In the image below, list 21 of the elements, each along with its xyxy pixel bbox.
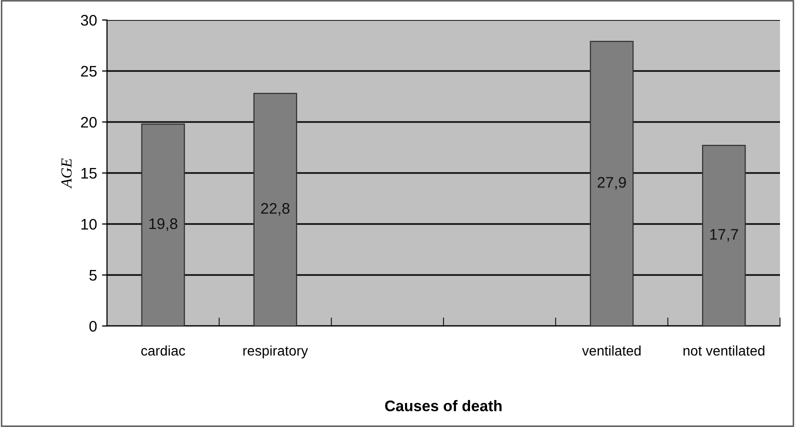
bar (590, 40, 634, 326)
y-axis-title: AGE (61, 158, 72, 189)
data-label: 19,8 (149, 218, 178, 231)
y-tick-label: 5 (89, 270, 97, 281)
bar (253, 92, 298, 326)
y-tick-label: 25 (81, 66, 97, 77)
x-axis-title: Causes of death (385, 400, 502, 412)
x-tick-label: ventilated (582, 345, 641, 356)
data-label: 17,7 (710, 229, 738, 242)
y-tick-label: 30 (80, 14, 97, 26)
bar (141, 123, 185, 326)
y-tick-label: 10 (81, 218, 97, 230)
y-tick-label: 20 (81, 116, 97, 128)
y-tick-label: 0 (89, 320, 97, 332)
x-tick-label: cardiac (141, 345, 186, 356)
data-label: 27,9 (598, 176, 626, 190)
x-tick-label: respiratory (243, 345, 308, 358)
y-tick-label: 15 (81, 168, 97, 179)
data-label: 22,8 (261, 203, 290, 216)
x-tick-label: not ventilated (684, 345, 764, 356)
bar (702, 144, 746, 326)
